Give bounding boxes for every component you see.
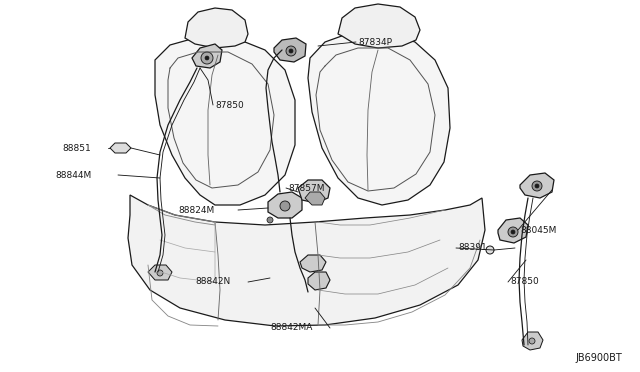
Text: 88844M: 88844M [55,170,92,180]
Polygon shape [268,192,302,218]
Polygon shape [308,32,450,205]
Circle shape [205,56,209,60]
Circle shape [529,338,535,344]
Circle shape [511,230,515,234]
Text: 88824M: 88824M [178,205,214,215]
Circle shape [289,49,293,53]
Polygon shape [192,44,222,68]
Text: 87850: 87850 [215,100,244,109]
Text: 87834P: 87834P [358,38,392,46]
Text: 88842N: 88842N [195,278,230,286]
Text: 88851: 88851 [62,144,91,153]
Polygon shape [274,38,306,62]
Text: 87857M: 87857M [288,183,324,192]
Polygon shape [522,332,543,350]
Polygon shape [110,143,131,153]
Polygon shape [308,272,330,290]
Circle shape [280,201,290,211]
Text: JB6900BT: JB6900BT [575,353,622,363]
Circle shape [267,217,273,223]
Polygon shape [520,173,554,198]
Text: 88842MA: 88842MA [270,324,312,333]
Polygon shape [298,180,330,203]
Circle shape [201,52,213,64]
Polygon shape [128,195,485,326]
Polygon shape [498,218,528,243]
Polygon shape [185,8,248,48]
Text: 88391: 88391 [458,244,487,253]
Circle shape [508,227,518,237]
Text: 88045M: 88045M [520,225,556,234]
Polygon shape [155,38,295,205]
Polygon shape [338,4,420,48]
Text: 87850: 87850 [510,278,539,286]
Polygon shape [148,265,172,280]
Circle shape [535,184,539,188]
Circle shape [157,270,163,276]
Circle shape [286,46,296,56]
Polygon shape [305,192,325,205]
Circle shape [532,181,542,191]
Circle shape [486,246,494,254]
Polygon shape [300,255,326,272]
